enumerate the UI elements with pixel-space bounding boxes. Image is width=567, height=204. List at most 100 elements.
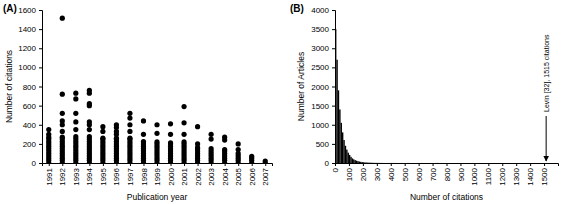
bar xyxy=(437,162,438,163)
bar xyxy=(434,163,435,164)
tick: 1999 xyxy=(153,163,162,186)
point xyxy=(263,158,268,163)
point xyxy=(141,132,146,137)
point xyxy=(168,140,173,145)
tick-mark xyxy=(39,163,42,164)
point xyxy=(195,141,200,146)
point xyxy=(60,118,65,123)
tick-label: 200 xyxy=(359,167,368,181)
bar xyxy=(370,162,371,163)
tick: 0 xyxy=(32,159,42,168)
panel-title: (B) xyxy=(290,3,304,14)
point xyxy=(60,135,65,140)
tick-label: 1100 xyxy=(484,167,493,185)
tick: 500 xyxy=(401,163,410,181)
tick-label: 800 xyxy=(443,167,452,181)
tick: 1400 xyxy=(18,25,42,34)
point xyxy=(114,136,119,141)
bar xyxy=(384,162,385,163)
point xyxy=(195,146,200,151)
tick: 1994 xyxy=(85,163,94,186)
tick-label: 200 xyxy=(23,140,37,149)
tick-mark xyxy=(225,163,226,166)
tick-label: 1997 xyxy=(126,167,135,185)
point xyxy=(154,122,159,127)
bar xyxy=(373,162,374,163)
tick-label: 1999 xyxy=(153,167,162,185)
tick-label: 1500 xyxy=(311,102,329,111)
tick-mark xyxy=(39,106,42,107)
tick: 600 xyxy=(415,163,424,181)
y-axis-title: Number of citations xyxy=(4,50,14,123)
tick-mark xyxy=(103,163,104,166)
tick-label: 1000 xyxy=(311,121,329,130)
point xyxy=(181,139,186,144)
tick-label: 1400 xyxy=(18,25,36,34)
bar xyxy=(338,90,339,163)
point xyxy=(209,136,214,141)
bar xyxy=(412,163,413,164)
tick-mark xyxy=(49,163,50,166)
tick-mark xyxy=(377,163,378,166)
point xyxy=(127,111,132,116)
tick: 4000 xyxy=(311,6,335,15)
tick: 2005 xyxy=(234,163,243,186)
bar xyxy=(431,163,432,164)
tick-label: 1200 xyxy=(18,44,36,53)
tick: 200 xyxy=(359,163,368,181)
tick: 1100 xyxy=(484,163,493,185)
tick: 2000 xyxy=(167,163,176,186)
tick: 0 xyxy=(325,159,335,168)
point xyxy=(209,132,214,137)
tick-label: 500 xyxy=(401,167,410,181)
bar xyxy=(395,162,396,163)
tick-label: 1200 xyxy=(498,167,507,185)
tick-label: 1000 xyxy=(18,63,36,72)
point xyxy=(87,101,92,106)
tick: 1500 xyxy=(540,163,549,186)
tick-mark xyxy=(238,163,239,166)
tick-mark xyxy=(211,163,212,166)
bar xyxy=(426,163,427,164)
tick: 1000 xyxy=(470,163,479,186)
tick: 900 xyxy=(456,163,465,181)
bar xyxy=(352,158,353,163)
bar xyxy=(348,153,349,163)
tick-label: 1998 xyxy=(140,167,149,185)
tick-label: 100 xyxy=(345,167,354,181)
tick: 1998 xyxy=(140,163,149,186)
point xyxy=(114,122,119,127)
axis: 1991199219931994199519961997199819992000… xyxy=(43,163,273,186)
tick-mark xyxy=(447,163,448,166)
tick-label: 1995 xyxy=(99,167,108,185)
tick: 2000 xyxy=(311,83,335,92)
bar xyxy=(353,159,354,163)
bar xyxy=(407,162,408,163)
tick-mark xyxy=(332,29,335,30)
tick-label: 2004 xyxy=(221,167,230,185)
axis-line xyxy=(336,164,559,167)
bar xyxy=(403,163,404,164)
bar xyxy=(385,163,386,164)
tick-mark xyxy=(76,163,77,166)
tick-label: 300 xyxy=(373,167,382,181)
bar xyxy=(401,162,402,163)
tick-mark xyxy=(39,67,42,68)
tick-mark xyxy=(157,163,158,166)
tick-mark xyxy=(332,125,335,126)
tick-mark xyxy=(530,163,531,166)
x-axis-title: Publication year xyxy=(127,192,188,202)
tick: 1000 xyxy=(18,63,42,72)
tick-label: 600 xyxy=(23,102,37,111)
tick-label: 900 xyxy=(456,167,465,181)
bar xyxy=(420,163,421,164)
tick-mark xyxy=(39,125,42,126)
tick-label: 0 xyxy=(331,167,340,172)
point xyxy=(87,127,92,132)
tick: 1600 xyxy=(18,6,42,15)
tick: 3500 xyxy=(311,25,335,34)
annotation-arrow xyxy=(546,116,547,161)
bar xyxy=(343,140,344,163)
tick-mark xyxy=(332,106,335,107)
tick-mark xyxy=(349,163,350,166)
